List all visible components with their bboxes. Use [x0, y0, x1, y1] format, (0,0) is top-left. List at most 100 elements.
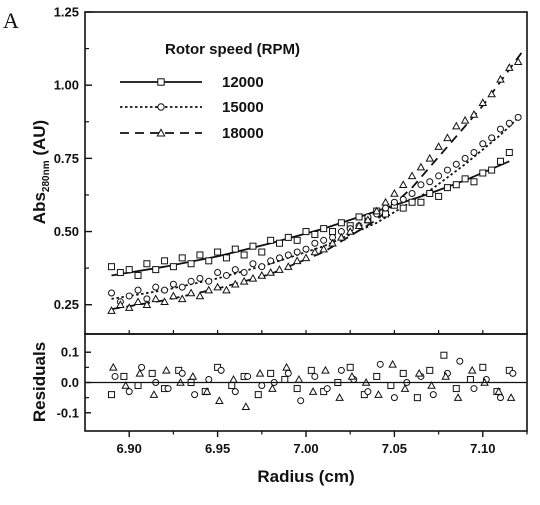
data-point-12000	[302, 228, 310, 236]
data-point-18000	[328, 238, 337, 247]
residual-point-18000	[388, 359, 397, 368]
data-point-15000	[514, 113, 522, 121]
data-point-15000	[222, 271, 230, 279]
residual-point-15000	[323, 385, 331, 393]
y-tick-label-top: 0.25	[54, 297, 79, 312]
legend-marker-18000	[156, 128, 166, 137]
data-point-12000	[479, 169, 487, 177]
data-point-12000	[214, 248, 222, 256]
top-axis-ticks: 0.25 0.50 0.75 1.00 1.25	[54, 5, 528, 334]
residual-point-18000	[414, 368, 424, 377]
data-point-15000	[284, 251, 292, 259]
data-point-15000	[275, 254, 283, 262]
residual-point-18000	[282, 362, 291, 371]
x-tick-label: 7.00	[293, 441, 318, 456]
fit-line-15000	[111, 113, 523, 300]
residual-point-15000	[390, 394, 398, 402]
residual-point-18000	[215, 396, 224, 404]
data-point-15000	[134, 286, 142, 294]
data-point-15000	[443, 166, 451, 174]
data-point-15000	[178, 283, 186, 291]
data-point-15000	[461, 154, 469, 162]
data-point-18000	[160, 297, 169, 306]
residual-point-18000	[108, 362, 118, 371]
data-point-18000	[505, 63, 514, 71]
data-point-18000	[487, 89, 496, 98]
residual-point-12000	[413, 394, 421, 402]
residual-point-18000	[321, 365, 330, 374]
data-point-18000	[301, 253, 311, 262]
data-point-15000	[382, 204, 390, 212]
y-tick-label-bottom: 0.1	[61, 345, 79, 360]
data-point-18000	[248, 273, 258, 282]
data-point-18000	[292, 256, 302, 265]
data-point-18000	[372, 206, 382, 215]
data-point-18000	[230, 279, 240, 288]
residual-point-18000	[268, 384, 277, 392]
data-point-18000	[222, 285, 231, 294]
residual-point-15000	[205, 375, 213, 383]
data-point-18000	[381, 197, 390, 206]
residual-point-12000	[346, 363, 354, 371]
x-tick-label: 7.05	[382, 441, 407, 456]
data-point-18000	[239, 276, 249, 285]
y-axis-title-main: Abs	[30, 192, 49, 224]
residual-point-12000	[440, 351, 448, 359]
data-point-15000	[311, 239, 319, 247]
residual-point-15000	[364, 388, 372, 396]
y-tick-label-top: 0.75	[54, 151, 79, 166]
data-point-18000	[390, 189, 399, 197]
data-point-12000	[461, 175, 469, 183]
y-tick-label-bottom: -0.1	[57, 405, 79, 420]
data-point-18000	[416, 162, 426, 171]
data-point-12000	[231, 245, 239, 253]
y-axis-title-subscript: 280nm	[41, 160, 52, 192]
data-point-18000	[116, 300, 125, 308]
x-tick-label: 6.90	[117, 441, 142, 456]
data-point-12000	[399, 204, 407, 212]
data-point-15000	[505, 119, 513, 127]
data-point-18000	[266, 268, 275, 276]
data-point-18000	[133, 297, 143, 306]
residual-point-12000	[387, 382, 395, 390]
data-point-18000	[142, 300, 152, 308]
residual-point-15000	[125, 388, 133, 396]
data-point-12000	[240, 251, 248, 259]
data-point-12000	[169, 263, 177, 271]
data-point-12000	[382, 210, 390, 218]
data-point-12000	[311, 230, 319, 238]
data-point-15000	[196, 274, 204, 282]
data-point-15000	[399, 195, 407, 203]
data-point-18000	[275, 265, 284, 273]
data-point-15000	[108, 289, 116, 297]
data-point-12000	[134, 271, 142, 279]
legend-label-12000: 12000	[222, 74, 264, 91]
data-point-15000	[435, 172, 443, 180]
residual-point-12000	[228, 382, 236, 390]
residual-point-18000	[441, 371, 450, 380]
data-point-18000	[345, 227, 355, 235]
residual-point-15000	[456, 357, 464, 365]
residual-point-15000	[164, 385, 172, 393]
y-tick-label-top: 1.25	[54, 5, 79, 20]
residual-point-15000	[470, 385, 478, 393]
residual-point-15000	[337, 366, 345, 374]
residual-point-18000	[453, 393, 463, 401]
data-point-15000	[205, 277, 213, 285]
residual-point-12000	[254, 391, 262, 399]
data-point-12000	[178, 254, 186, 262]
residual-point-12000	[108, 391, 116, 399]
data-point-15000	[452, 160, 460, 168]
data-point-18000	[204, 285, 214, 294]
residual-point-15000	[376, 360, 384, 368]
data-point-12000	[329, 228, 337, 236]
data-point-12000	[417, 198, 425, 206]
data-point-15000	[470, 149, 478, 157]
data-point-18000	[398, 180, 408, 188]
data-point-12000	[426, 189, 434, 197]
residual-point-15000	[217, 366, 225, 374]
residual-point-15000	[244, 372, 252, 380]
data-point-12000	[337, 219, 345, 227]
data-point-15000	[214, 269, 222, 277]
data-point-12000	[108, 263, 116, 271]
